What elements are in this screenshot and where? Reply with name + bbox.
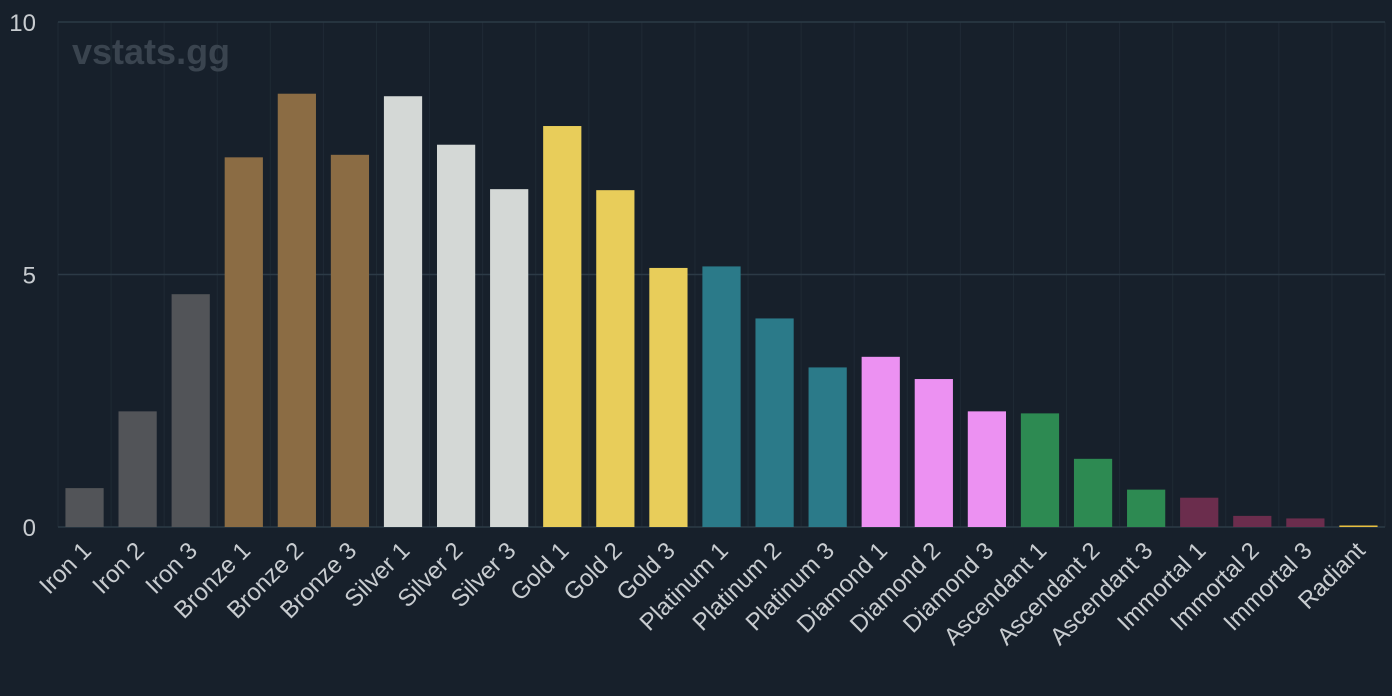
bar-ascendant-2 — [1073, 458, 1113, 527]
bar-diamond-1 — [861, 356, 900, 527]
bar-silver-3 — [490, 189, 529, 527]
x-tick-label: Iron 1 — [34, 537, 96, 599]
x-tick-label: Gold 1 — [505, 537, 574, 606]
bar-silver-1 — [383, 96, 423, 528]
y-tick-label: 0 — [23, 515, 36, 542]
bar-iron-2 — [118, 411, 157, 527]
bar-bronze-1 — [224, 157, 263, 527]
bar-platinum-3 — [808, 367, 847, 527]
bar-diamond-2 — [914, 379, 953, 527]
x-tick-label: Gold 2 — [558, 537, 627, 606]
bar-gold-1 — [543, 126, 582, 527]
bar-radiant — [1339, 525, 1378, 527]
bar-immortal-1 — [1180, 497, 1219, 527]
y-tick-label: 10 — [9, 10, 36, 37]
bar-immortal-2 — [1233, 515, 1272, 527]
bar-diamond-3 — [967, 411, 1007, 527]
bar-bronze-2 — [277, 93, 316, 528]
bar-platinum-1 — [702, 266, 741, 527]
bar-iron-1 — [65, 488, 104, 527]
watermark: vstats.gg — [72, 31, 230, 72]
bar-immortal-3 — [1286, 518, 1325, 527]
bar-silver-2 — [436, 144, 476, 527]
x-tick-label: Iron 2 — [87, 537, 149, 599]
bar-bronze-3 — [330, 154, 370, 527]
y-tick-label: 5 — [23, 263, 36, 290]
bar-ascendant-1 — [1020, 413, 1060, 527]
y-axis: 0 5 10 — [9, 10, 36, 542]
bar-iron-3 — [171, 294, 210, 527]
bar-gold-3 — [649, 267, 688, 527]
bar-gold-2 — [596, 190, 635, 528]
bars — [65, 93, 1378, 528]
bar-ascendant-3 — [1127, 489, 1166, 527]
bar-platinum-2 — [755, 318, 794, 527]
